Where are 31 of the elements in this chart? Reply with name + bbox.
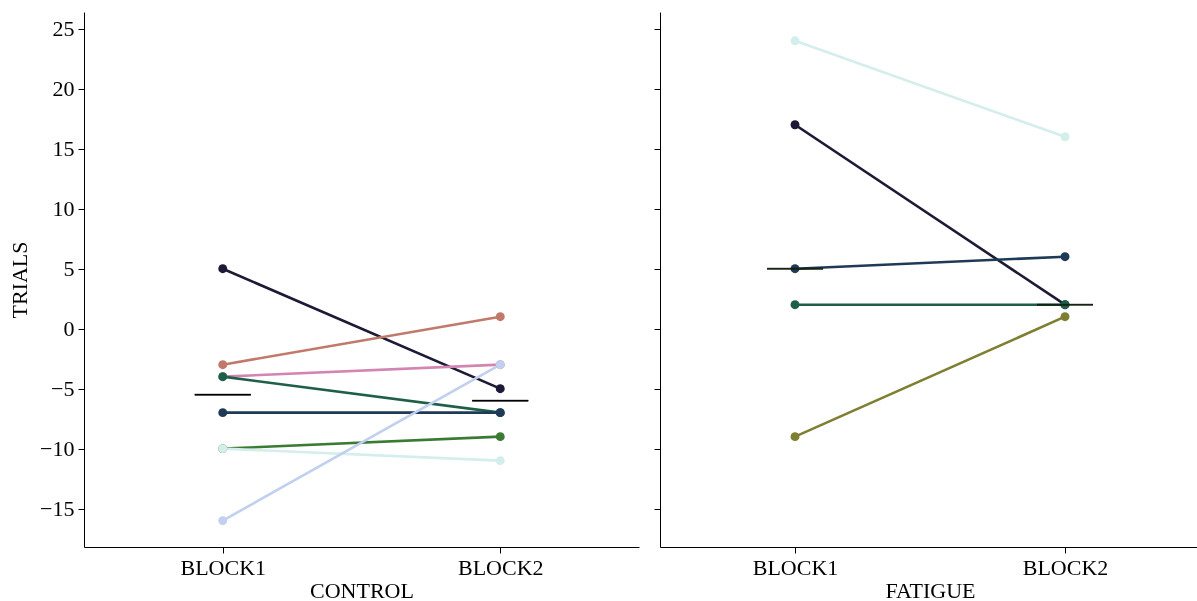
y-tick-label: 0 [63,316,75,342]
y-tick-label: 25 [52,16,75,42]
y-axis-title: TRIALS [7,241,33,319]
y-tick-label: −5 [51,376,75,402]
point [1060,252,1070,262]
point [218,408,228,418]
y-tick-label: −10 [40,436,75,462]
y-tick-label: 10 [52,196,75,222]
point [495,432,505,442]
point [495,456,505,466]
point [790,432,800,442]
point [790,36,800,46]
x-axis-title: FATIGUE [885,577,976,601]
point [218,516,228,526]
point [495,312,505,322]
x-tick-label: BLOCK2 [457,554,544,580]
x-tick-label: BLOCK2 [1022,554,1109,580]
point [218,264,228,274]
point [1060,312,1070,322]
point [495,384,505,394]
y-tick-label: 20 [52,76,75,102]
y-tick-label: 5 [63,256,75,282]
point [790,300,800,310]
point [790,120,800,130]
x-axis-title: CONTROL [310,577,414,601]
point [1060,132,1070,142]
y-tick-label: 15 [52,136,75,162]
x-tick-label: BLOCK1 [752,554,839,580]
x-tick-label: BLOCK1 [180,554,267,580]
y-tick-label: −15 [40,496,75,522]
point [218,360,228,370]
